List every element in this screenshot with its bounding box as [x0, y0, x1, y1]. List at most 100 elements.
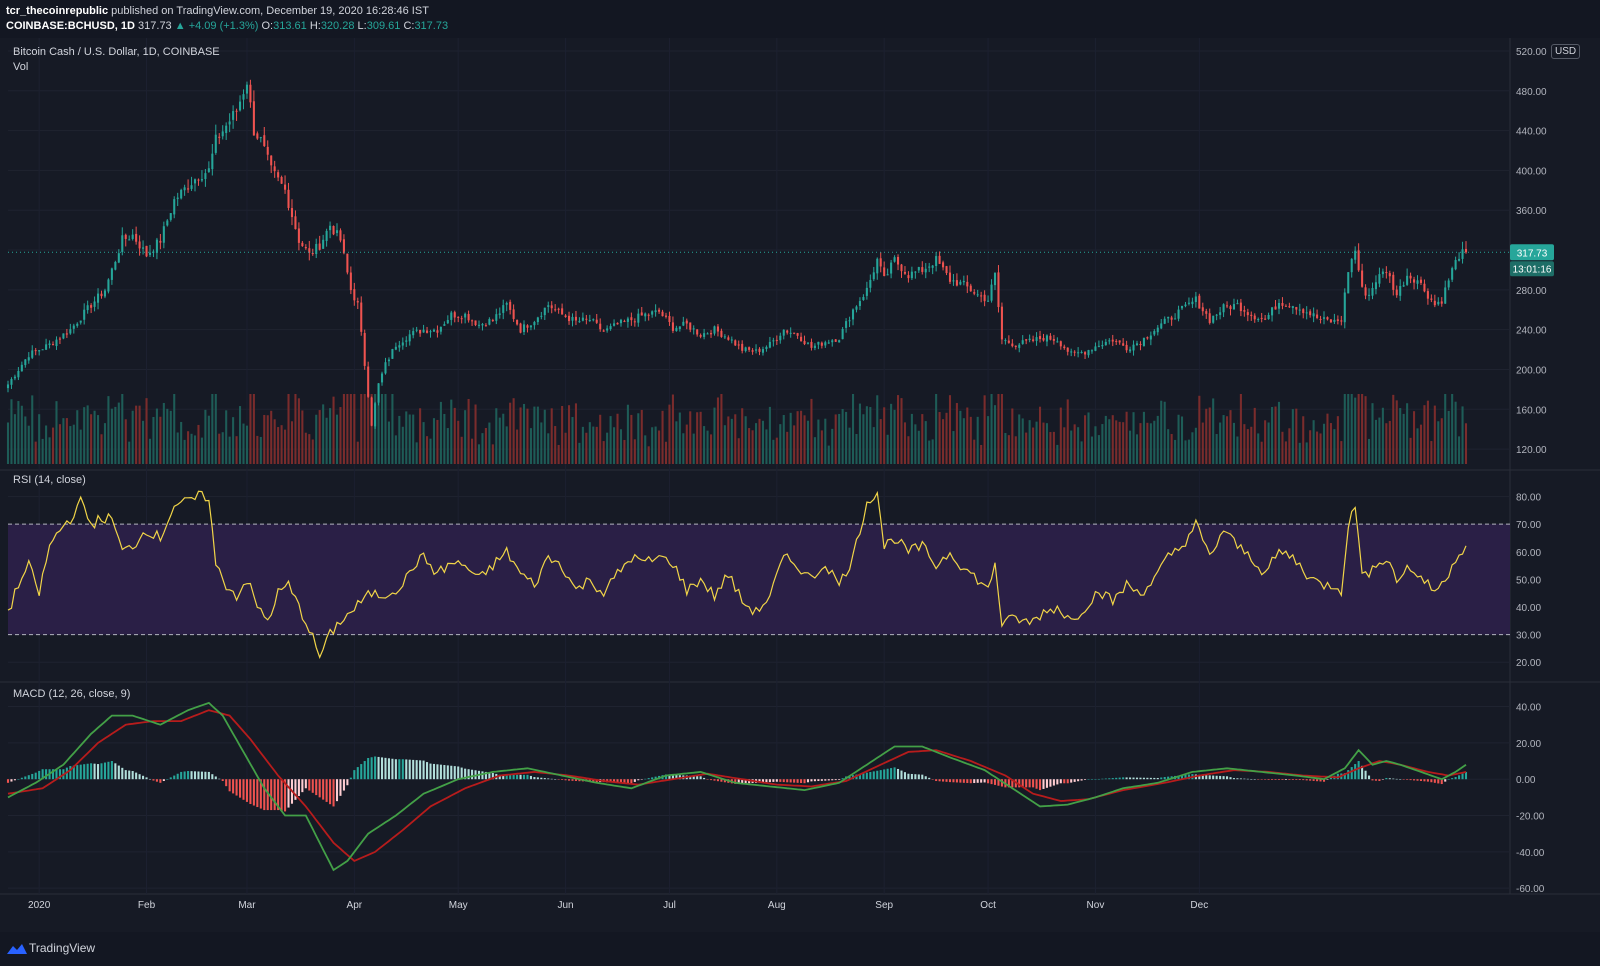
macd-histogram-bar	[924, 776, 927, 780]
high-value: 320.28	[320, 20, 355, 32]
last-price: 317.73	[138, 20, 172, 32]
grid-lines	[0, 38, 1600, 895]
candle-body	[332, 225, 335, 235]
macd-histogram-bar	[1253, 779, 1256, 780]
candle-body	[1347, 272, 1350, 294]
candle-body	[619, 319, 623, 324]
candle-body	[131, 234, 134, 239]
candle-body	[1333, 319, 1336, 322]
macd-histogram-bar	[415, 760, 418, 780]
volume-bar	[1291, 409, 1294, 464]
volume-bar	[484, 427, 487, 464]
volume-bar	[471, 438, 474, 464]
candle-body	[367, 366, 370, 397]
volume-bar	[952, 431, 955, 464]
volume-bar	[1063, 427, 1066, 464]
macd-histogram-bar	[1066, 779, 1069, 784]
currency-unit-button[interactable]: USD	[1551, 44, 1581, 59]
macd-histogram-bar	[232, 779, 235, 794]
macd-histogram-bar	[284, 779, 287, 812]
volume-bar	[529, 428, 532, 464]
candle-body	[516, 320, 519, 325]
candle-body	[948, 272, 952, 282]
volume-bar	[1070, 430, 1073, 464]
candle-body	[945, 266, 948, 274]
candle-body	[86, 305, 89, 311]
macd-histogram-bar	[987, 779, 990, 784]
candle-body	[90, 305, 93, 308]
author-name[interactable]: tcr_thecoinrepublic	[6, 5, 109, 17]
chart-canvas[interactable]: 120.00160.00200.00240.00280.00320.00360.…	[0, 38, 1600, 932]
macd-histogram-bar	[1295, 779, 1298, 780]
volume-bar	[1381, 407, 1384, 464]
macd-histogram-bar	[6, 779, 10, 783]
volume-bar	[903, 422, 907, 464]
volume-bar	[17, 401, 20, 464]
volume-bar	[401, 426, 404, 464]
volume-bar	[27, 425, 30, 464]
candle-body	[1357, 250, 1360, 271]
candle-body	[58, 338, 61, 340]
macd-histogram-bar	[543, 778, 546, 780]
macd-histogram-bar	[841, 778, 844, 780]
macd-histogram-bar	[959, 779, 962, 783]
candle-body	[193, 179, 197, 184]
macd-histogram-bar	[993, 779, 997, 785]
volume-bar	[886, 434, 889, 464]
volume-bar	[55, 401, 58, 464]
volume-bar	[671, 394, 674, 464]
macd-histogram-bar	[273, 779, 276, 811]
volume-bar	[928, 440, 931, 464]
macd-histogram-bar	[173, 775, 176, 780]
volume-bar	[1232, 422, 1236, 464]
candle-body	[190, 185, 193, 189]
macd-histogram-bar	[907, 773, 910, 780]
tradingview-brand[interactable]: TradingView	[29, 941, 96, 955]
macd-histogram-bar	[1416, 779, 1419, 781]
volume-bar	[1312, 420, 1315, 464]
candle-body	[858, 301, 861, 306]
macd-histogram-bar	[1084, 779, 1087, 780]
macd-histogram-bar	[716, 779, 719, 782]
volume-bar	[259, 436, 262, 464]
candle-body	[1437, 301, 1440, 305]
macd-histogram-bar	[277, 779, 280, 811]
volume-bar	[536, 406, 539, 464]
volume-bar	[162, 402, 165, 464]
macd-histogram-bar	[263, 779, 266, 811]
macd-histogram-bar	[169, 777, 172, 780]
price-tick-label: 360.00	[1516, 206, 1547, 217]
macd-histogram-bar	[1028, 779, 1031, 788]
symbol-name[interactable]: COINBASE:BCHUSD, 1D	[6, 20, 135, 32]
macd-histogram-bar	[651, 777, 654, 780]
volume-bar	[1229, 410, 1232, 464]
candle-body	[602, 330, 605, 332]
volume-bar	[495, 408, 498, 464]
candle-body	[405, 340, 408, 342]
macd-histogram-bar	[886, 768, 889, 780]
price-tick-label: 280.00	[1516, 286, 1547, 297]
macd-histogram-bar	[782, 779, 785, 783]
macd-histogram-bar	[858, 773, 861, 780]
volume-bar	[477, 444, 481, 464]
macd-histogram-bar	[831, 779, 834, 781]
volume-bar	[914, 424, 917, 464]
volume-bar	[1371, 403, 1374, 464]
candle-body	[966, 281, 969, 287]
macd-histogram-bar	[1049, 779, 1052, 787]
macd-histogram-bar	[259, 779, 262, 809]
volume-bar	[34, 441, 37, 464]
volume-bar	[869, 407, 872, 464]
countdown-label: 13:01:16	[1513, 264, 1552, 275]
volume-bar	[713, 407, 716, 464]
macd-histogram-bar	[1347, 770, 1350, 780]
candle-body	[706, 333, 709, 335]
footer: TradingView	[0, 932, 1600, 966]
volume-bar	[83, 407, 86, 464]
candle-body	[422, 329, 425, 333]
volume-bar	[1025, 432, 1028, 464]
volume-bar	[467, 399, 470, 464]
candle-body	[616, 322, 619, 325]
candle-body	[266, 146, 269, 155]
candle-body	[962, 280, 965, 283]
